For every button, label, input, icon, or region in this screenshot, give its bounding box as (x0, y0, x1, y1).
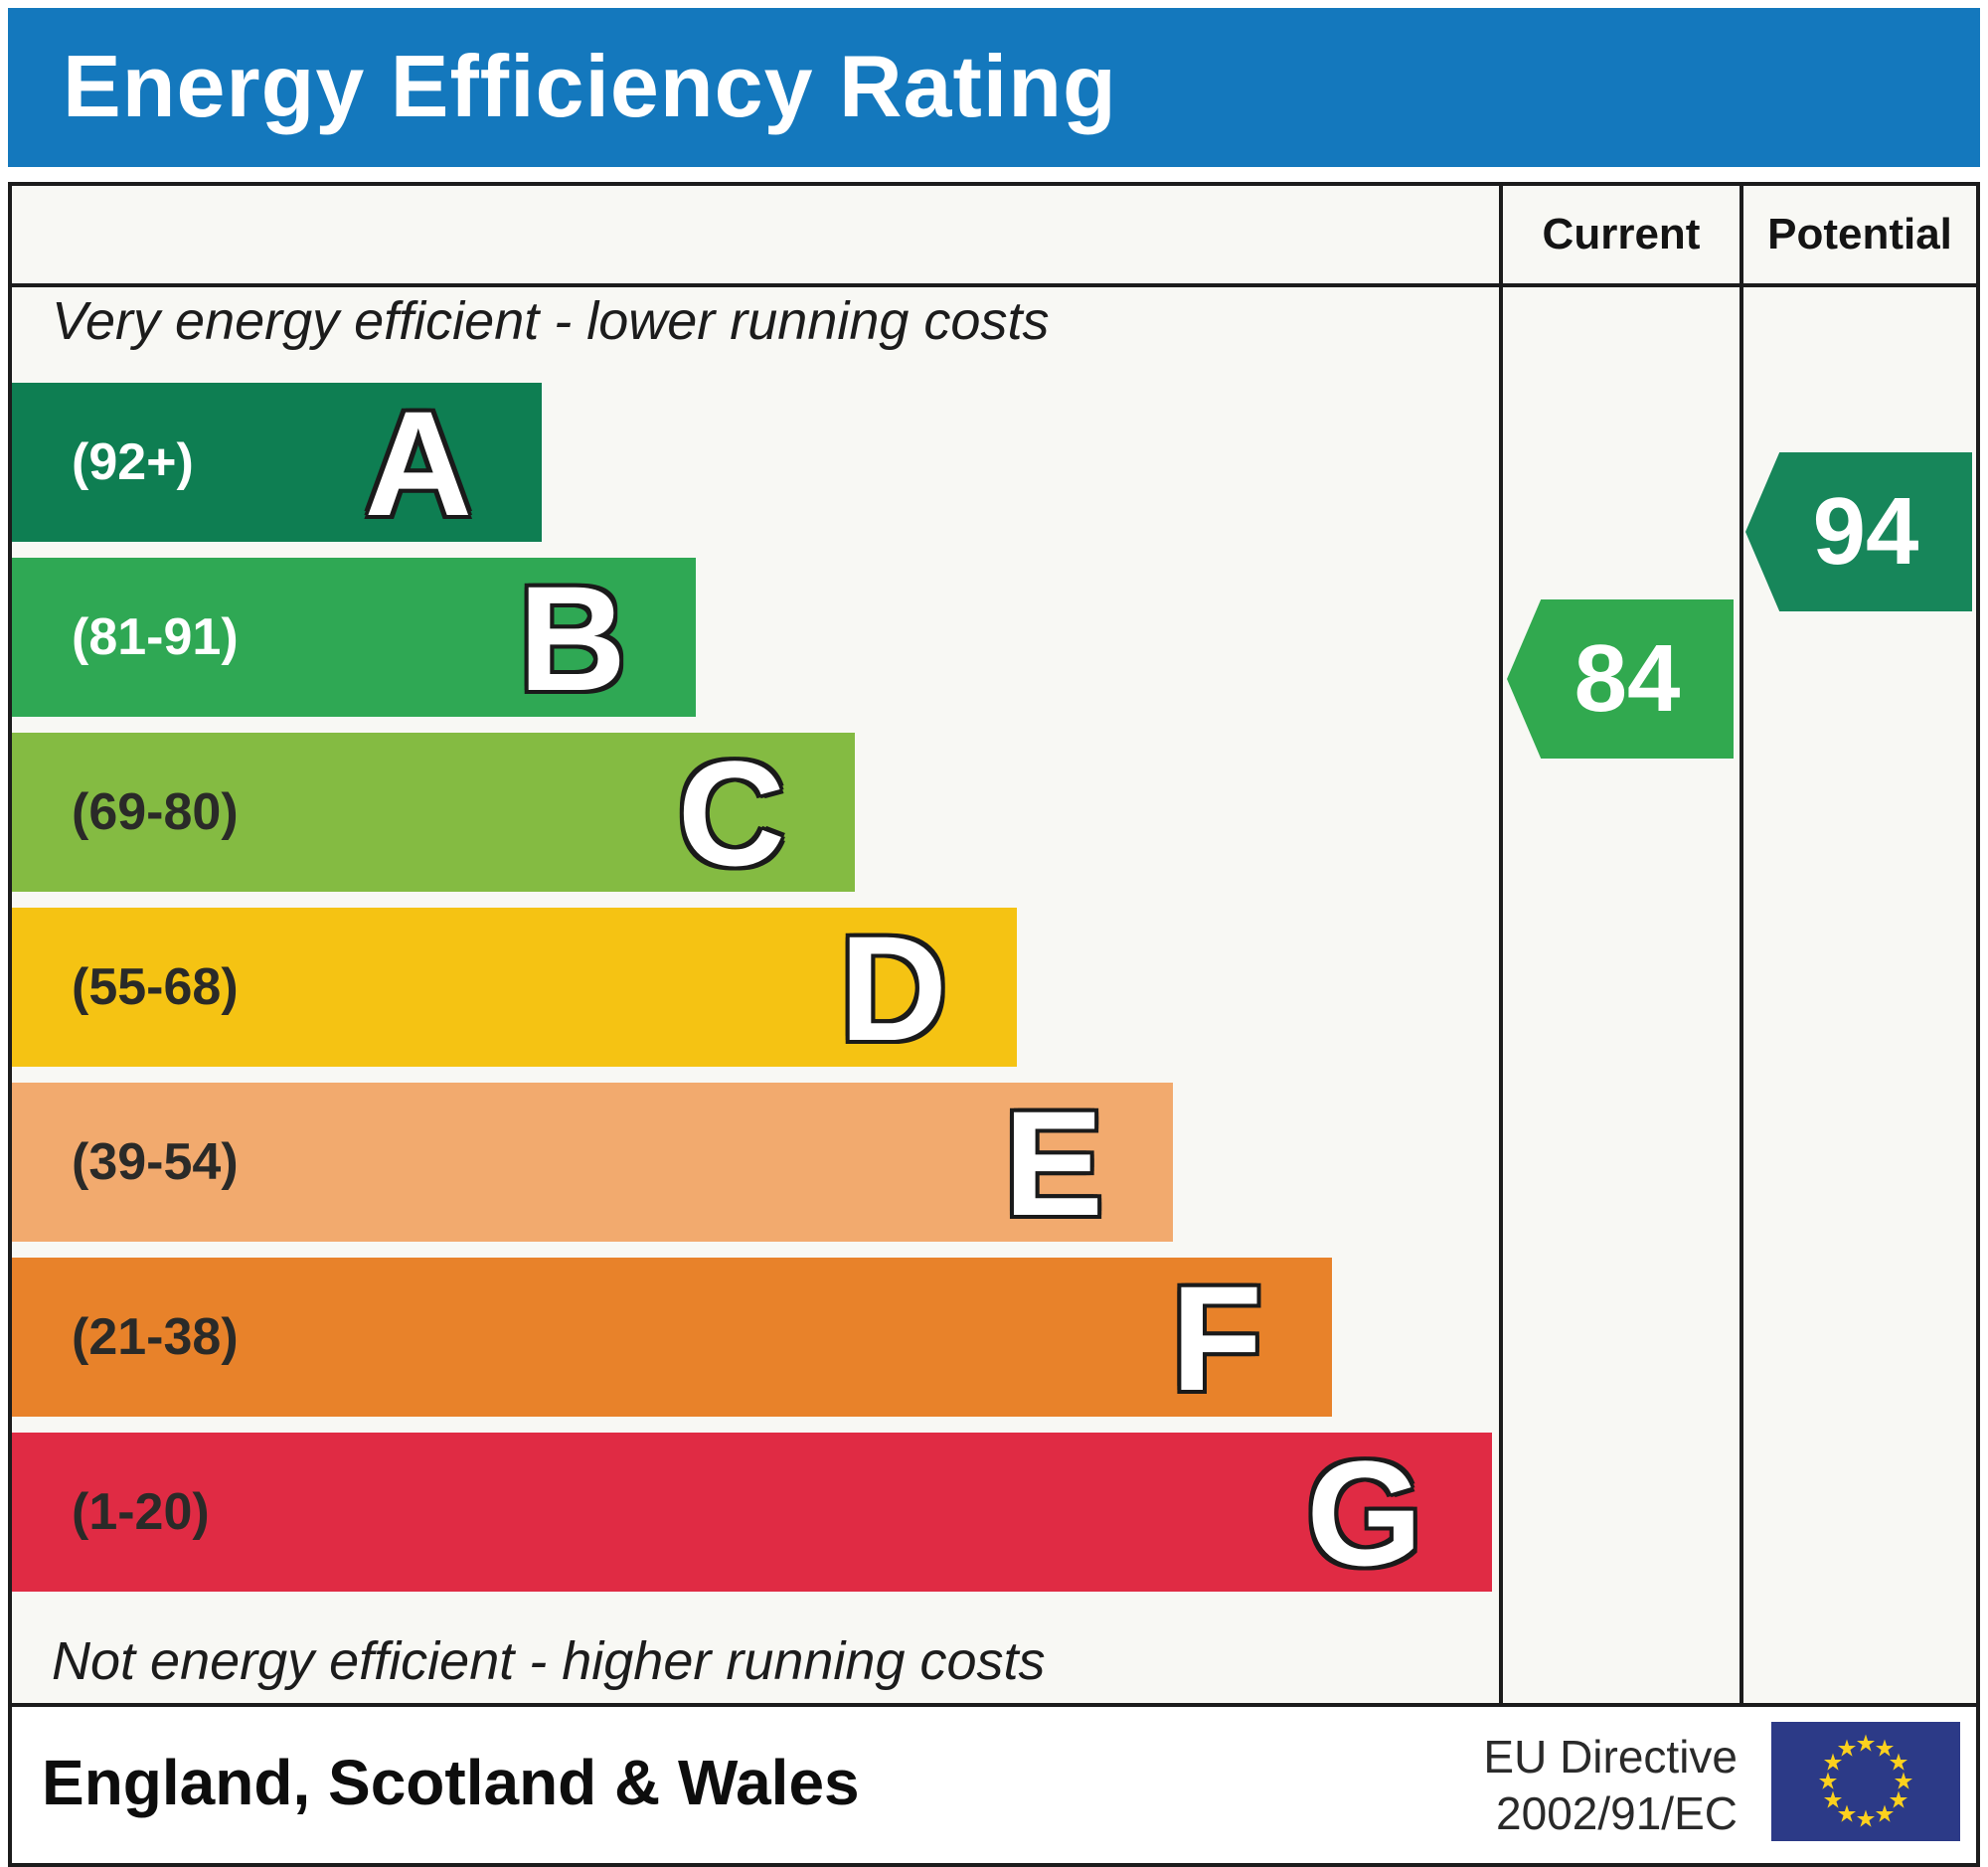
current-rating-badge: 84 (1507, 599, 1734, 759)
band-row-a: (92+) A (12, 380, 542, 547)
top-caption: Very energy efficient - lower running co… (52, 291, 1050, 351)
band-letter: A (364, 380, 472, 547)
band-range-label: (21-38) (72, 1308, 239, 1366)
footer: England, Scotland & Wales EU Directive 2… (8, 1707, 1980, 1867)
band-range-label: (39-54) (72, 1133, 239, 1191)
potential-column-divider (1740, 186, 1743, 1703)
potential-rating-badge: 94 (1745, 452, 1972, 611)
title-band: Energy Efficiency Rating (8, 8, 1980, 167)
potential-column-header: Potential (1767, 210, 1952, 258)
potential-rating-value: 94 (1812, 478, 1919, 585)
region-label: England, Scotland & Wales (42, 1747, 860, 1818)
band-row-c: (69-80) C (12, 730, 855, 897)
page-title: Energy Efficiency Rating (63, 37, 1117, 135)
band-letter: G (1306, 1430, 1422, 1597)
band-row-g: (1-20) G (12, 1430, 1492, 1597)
band-range-label: (69-80) (72, 783, 239, 841)
table-header-row: Current Potential (12, 186, 1976, 287)
band-range-label: (55-68) (72, 958, 239, 1016)
current-rating-value: 84 (1574, 625, 1681, 732)
band-range-label: (81-91) (72, 608, 239, 666)
eu-directive-line1: EU Directive (1483, 1730, 1738, 1782)
band-row-b: (81-91) B (12, 555, 696, 722)
band-row-f: (21-38) F (12, 1255, 1332, 1422)
eu-flag-icon (1771, 1722, 1960, 1841)
bottom-caption: Not energy efficient - higher running co… (52, 1631, 1046, 1691)
band-row-d: (55-68) D (12, 905, 1017, 1072)
band-letter: F (1171, 1255, 1262, 1422)
band-letter: E (1003, 1080, 1103, 1247)
current-column-divider (1499, 186, 1503, 1703)
band-letter: B (518, 555, 626, 722)
rating-table: Current Potential Very energy efficient … (8, 182, 1980, 1707)
band-range-label: (1-20) (72, 1483, 210, 1541)
eu-directive-text: EU Directive 2002/91/EC (1483, 1729, 1738, 1842)
eu-directive-line2: 2002/91/EC (1496, 1786, 1738, 1839)
band-letter: C (677, 730, 785, 897)
current-column-header: Current (1542, 210, 1701, 258)
band-letter: D (839, 905, 947, 1072)
band-range-label: (92+) (72, 433, 194, 491)
band-row-e: (39-54) E (12, 1080, 1173, 1247)
